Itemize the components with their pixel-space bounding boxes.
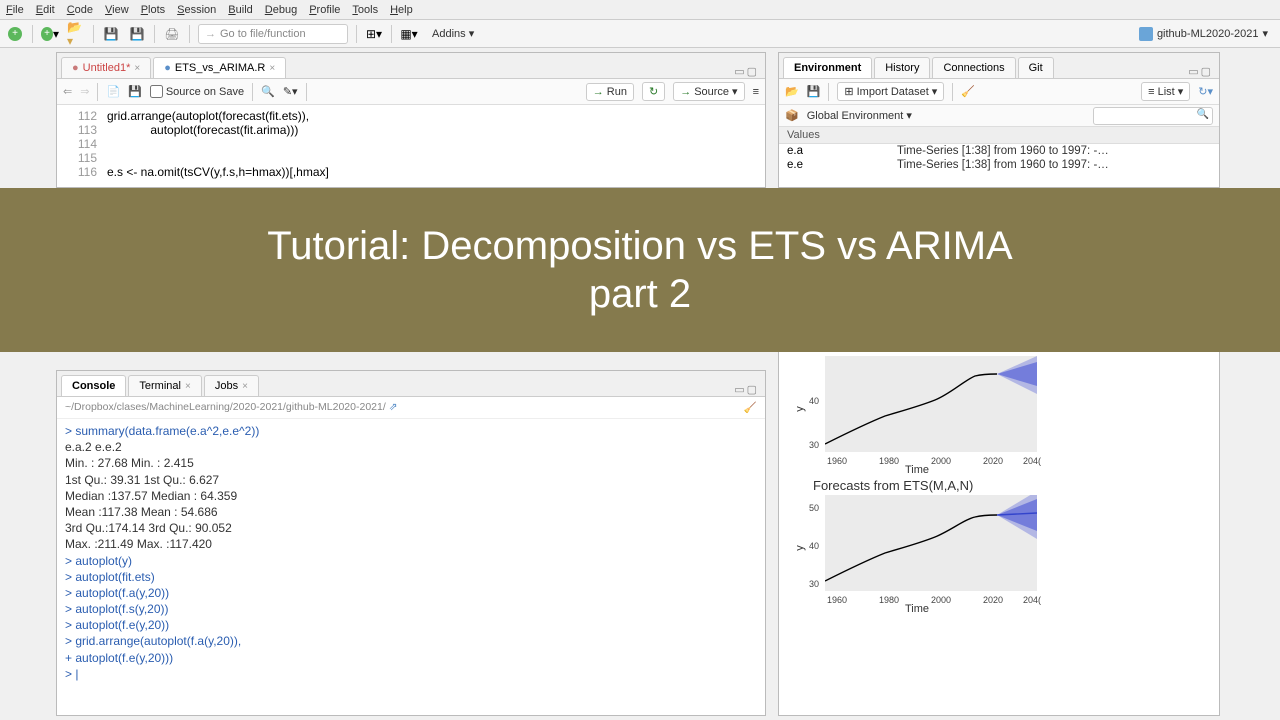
minimize-icon[interactable]: ▭	[1188, 65, 1198, 78]
new-file-icon[interactable]: +	[6, 25, 24, 43]
refresh-icon[interactable]: ↻▾	[1198, 85, 1213, 98]
grid-icon[interactable]: ⊞▾	[365, 25, 383, 43]
save-icon[interactable]: 💾	[102, 25, 120, 43]
menu-edit[interactable]: Edit	[36, 4, 55, 16]
env-toolbar: 📂 💾 ⊞ Import Dataset ▾ 🧹 ≡ List ▾ ↻▾	[779, 79, 1219, 105]
tab-environment[interactable]: Environment	[783, 57, 872, 78]
maximize-icon[interactable]: ▢	[1201, 65, 1211, 78]
editor-toolbar: ⇐ ⇒ 📄 💾 Source on Save 🔍 ✎▾ →Run ↻ →Sour…	[57, 79, 765, 105]
menu-profile[interactable]: Profile	[309, 4, 340, 16]
load-icon[interactable]: 📂	[785, 85, 799, 98]
panes-icon[interactable]: ▦▾	[400, 25, 418, 43]
tab-console[interactable]: Console	[61, 375, 126, 396]
list-view-button[interactable]: ≡ List ▾	[1141, 82, 1190, 101]
maximize-icon[interactable]: ▢	[747, 383, 757, 396]
chart-svg	[825, 495, 1037, 591]
env-grid: Values e.aTime-Series [1:38] from 1960 t…	[779, 127, 1219, 172]
goto-file-input[interactable]: → Go to file/function	[198, 24, 348, 44]
code-editor[interactable]: 112grid.arrange(autoplot(forecast(fit.et…	[57, 105, 765, 183]
minimize-icon[interactable]: ▭	[734, 383, 744, 396]
close-icon[interactable]: ×	[134, 63, 140, 74]
menu-tools[interactable]: Tools	[352, 4, 378, 16]
open-file-icon[interactable]: 📂▾	[67, 25, 85, 43]
save-all-icon[interactable]: 💾	[128, 25, 146, 43]
show-doc-icon[interactable]: 📄	[106, 85, 120, 98]
save-icon[interactable]: 💾	[128, 85, 142, 98]
outline-icon[interactable]: ≡	[753, 86, 759, 98]
menu-view[interactable]: View	[105, 4, 129, 16]
tab-ets-vs-arima[interactable]: ● ETS_vs_ARIMA.R ×	[153, 57, 286, 78]
menu-plots[interactable]: Plots	[141, 4, 165, 16]
rerun-button[interactable]: ↻	[642, 82, 665, 101]
broom-icon[interactable]: 🧹	[961, 85, 975, 98]
project-menu[interactable]: github-ML2020-2021 ▾	[1133, 25, 1274, 43]
forward-icon[interactable]: ⇒	[80, 85, 89, 98]
tab-git[interactable]: Git	[1018, 57, 1054, 78]
back-icon[interactable]: ⇐	[63, 85, 72, 98]
menu-help[interactable]: Help	[390, 4, 413, 16]
menu-session[interactable]: Session	[177, 4, 216, 16]
tab-connections[interactable]: Connections	[932, 57, 1015, 78]
plots-pane: y 30 40 1960 1980 2000 2020 204( Time Fo…	[778, 352, 1220, 716]
tab-terminal[interactable]: Terminal ×	[128, 375, 201, 396]
env-tabstrip: Environment History Connections Git ▭▢	[779, 53, 1219, 79]
print-icon[interactable]: 🖨	[163, 25, 181, 43]
find-icon[interactable]: 🔍	[261, 85, 275, 98]
chart2-title: Forecasts from ETS(M,A,N)	[813, 478, 1215, 493]
scope-dropdown[interactable]: Global Environment ▾	[807, 109, 912, 122]
run-button[interactable]: →Run	[586, 83, 634, 101]
tab-jobs[interactable]: Jobs ×	[204, 375, 259, 396]
env-scope-bar: 📦 Global Environment ▾ 🔍	[779, 105, 1219, 127]
source-button[interactable]: →Source ▾	[673, 82, 744, 101]
maximize-icon[interactable]: ▢	[747, 65, 757, 78]
console-tabstrip: Console Terminal × Jobs × ▭▢	[57, 371, 765, 397]
main-toolbar: + +▾ 📂▾ 💾 💾 🖨 → Go to file/function ⊞▾ ▦…	[0, 20, 1280, 48]
console-pane: Console Terminal × Jobs × ▭▢ ~/Dropbox/c…	[56, 370, 766, 716]
tab-untitled1[interactable]: ● Untitled1* ×	[61, 57, 151, 78]
forecast-chart-2: y 30 40 50 1960 1980 2000 2020 204( Time	[797, 495, 1037, 613]
editor-tabstrip: ● Untitled1* × ● ETS_vs_ARIMA.R × ▭▢	[57, 53, 765, 79]
menu-file[interactable]: File	[6, 4, 24, 16]
tab-history[interactable]: History	[874, 57, 930, 78]
minimize-icon[interactable]: ▭	[734, 65, 744, 78]
wand-icon[interactable]: ✎▾	[283, 85, 298, 98]
menu-build[interactable]: Build	[228, 4, 252, 16]
environment-pane: Environment History Connections Git ▭▢ 📂…	[778, 52, 1220, 188]
close-icon[interactable]: ×	[269, 63, 275, 74]
chart-svg	[825, 356, 1037, 452]
title-overlay: Tutorial: Decomposition vs ETS vs ARIMAp…	[0, 188, 1280, 352]
console-path: ~/Dropbox/clases/MachineLearning/2020-20…	[57, 397, 765, 419]
console-body[interactable]: > summary(data.frame(e.a^2,e.e^2)) e.a.2…	[57, 419, 765, 686]
source-pane: ● Untitled1* × ● ETS_vs_ARIMA.R × ▭▢ ⇐ ⇒…	[56, 52, 766, 188]
env-row[interactable]: e.eTime-Series [1:38] from 1960 to 1997:…	[779, 158, 1219, 172]
menu-debug[interactable]: Debug	[265, 4, 297, 16]
broom-icon[interactable]: 🧹	[744, 401, 757, 414]
addins-menu[interactable]: Addins ▾	[426, 25, 480, 42]
source-on-save-checkbox[interactable]: Source on Save	[150, 85, 244, 98]
env-search[interactable]: 🔍	[1093, 107, 1213, 125]
search-icon: 🔍	[1197, 109, 1209, 120]
env-row[interactable]: e.aTime-Series [1:38] from 1960 to 1997:…	[779, 144, 1219, 158]
menu-bar: File Edit Code View Plots Session Build …	[0, 0, 1280, 20]
forecast-chart-1: y 30 40 1960 1980 2000 2020 204( Time	[797, 356, 1037, 474]
new-project-icon[interactable]: +▾	[41, 25, 59, 43]
scope-icon: 📦	[785, 109, 799, 122]
import-dataset-button[interactable]: ⊞ Import Dataset ▾	[837, 82, 944, 101]
r-project-icon	[1139, 27, 1153, 41]
save-icon[interactable]: 💾	[807, 85, 821, 98]
overlay-title: Tutorial: Decomposition vs ETS vs ARIMAp…	[267, 222, 1012, 318]
menu-code[interactable]: Code	[67, 4, 93, 16]
